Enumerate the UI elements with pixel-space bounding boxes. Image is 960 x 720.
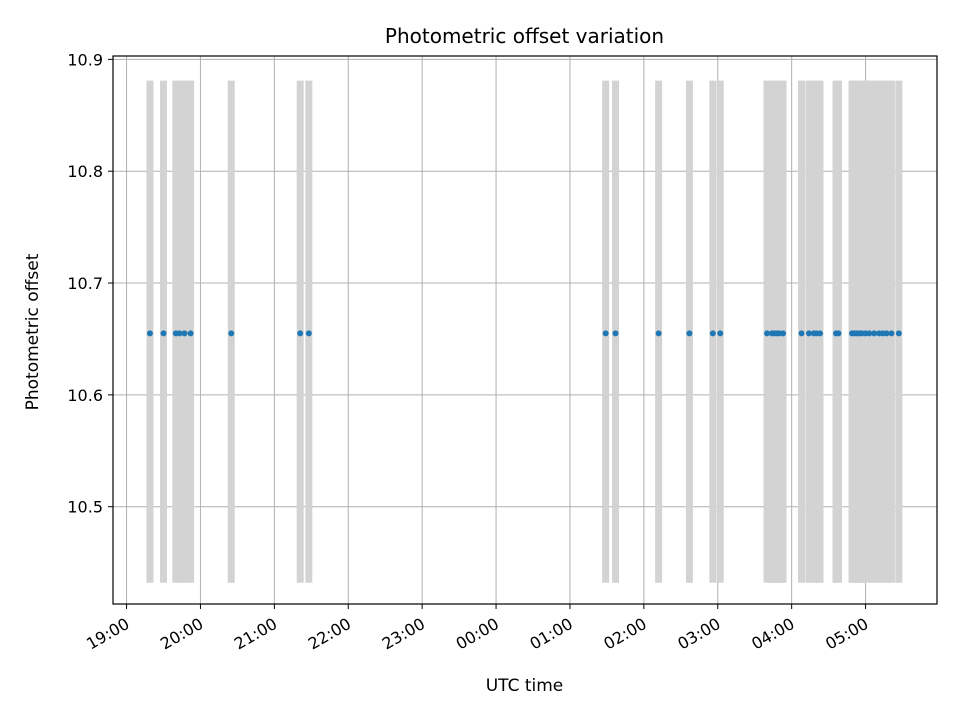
grid — [113, 56, 937, 604]
chart-title: Photometric offset variation — [385, 24, 664, 48]
data-point — [160, 330, 167, 337]
data-point — [805, 330, 812, 337]
data-point — [866, 330, 873, 337]
y-tick-label: 10.5 — [67, 498, 103, 517]
data-points — [146, 330, 902, 337]
data-point — [146, 330, 153, 337]
data-point — [602, 330, 609, 337]
data-point — [305, 330, 312, 337]
data-point — [764, 330, 771, 337]
data-point — [816, 330, 823, 337]
data-point — [187, 330, 194, 337]
data-point — [835, 330, 842, 337]
y-axis-label: Photometric offset — [23, 253, 43, 410]
data-point — [709, 330, 716, 337]
data-point — [780, 330, 787, 337]
plot-area — [112, 55, 938, 605]
data-point — [888, 330, 895, 337]
y-axis: 10.5 10.6 10.7 10.8 10.9 — [67, 50, 113, 517]
y-tick-label: 10.9 — [67, 50, 103, 69]
data-point — [717, 330, 724, 337]
data-point — [798, 330, 805, 337]
data-point — [181, 330, 188, 337]
axes-frame — [112, 55, 938, 605]
data-point — [655, 330, 662, 337]
data-point — [871, 330, 878, 337]
data-point — [883, 330, 890, 337]
x-axis-label: UTC time — [486, 676, 564, 696]
data-point — [612, 330, 619, 337]
y-tick-label: 10.6 — [67, 386, 103, 405]
data-point — [176, 330, 183, 337]
data-point — [686, 330, 693, 337]
y-tick-label: 10.8 — [67, 162, 103, 181]
data-point — [297, 330, 304, 337]
data-point — [228, 330, 235, 337]
y-tick-label: 10.7 — [67, 274, 103, 293]
data-point — [895, 330, 902, 337]
